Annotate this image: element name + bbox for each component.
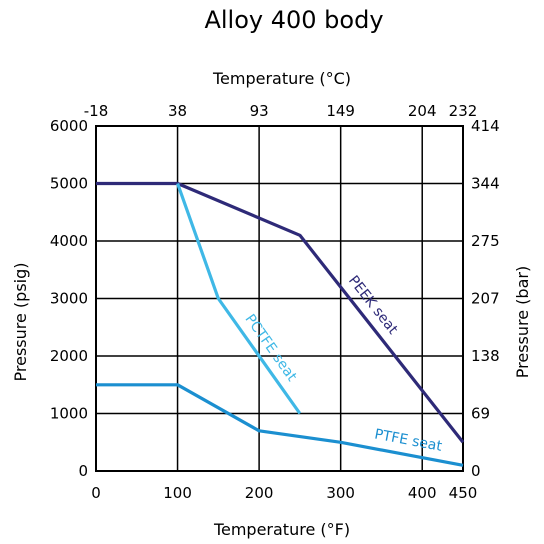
y-tick-left-3: 3000 — [50, 290, 88, 308]
x-tick-bottom-5: 450 — [449, 484, 478, 502]
series-lines — [96, 181, 465, 467]
chart-title: Alloy 400 body — [204, 6, 383, 34]
x-tick-top-4: 204 — [408, 102, 437, 120]
plot-frame — [95, 125, 464, 472]
y-tick-left-1: 1000 — [50, 405, 88, 423]
x-axis-top-title: Temperature (°C) — [212, 69, 351, 88]
y-tick-left-2: 2000 — [50, 347, 88, 365]
y-tick-right-6: 414 — [471, 117, 500, 135]
y-tick-left-6: 6000 — [50, 117, 88, 135]
y-axis-left-title: Pressure (psig) — [11, 263, 30, 382]
x-tick-top-3: 149 — [326, 102, 355, 120]
y-tick-right-2: 138 — [471, 347, 500, 365]
x-axis-bottom-title: Temperature (°F) — [213, 520, 350, 539]
x-tick-top-0: -18 — [84, 102, 109, 120]
series-line-ptfe-seat — [96, 383, 464, 467]
grid — [95, 125, 464, 472]
x-tick-bottom-0: 0 — [91, 484, 101, 502]
y-tick-left-4: 4000 — [50, 232, 88, 250]
y-tick-right-4: 275 — [471, 232, 500, 250]
y-tick-right-0: 0 — [471, 462, 481, 480]
x-tick-bottom-2: 200 — [245, 484, 274, 502]
x-tick-bottom-3: 300 — [326, 484, 355, 502]
y-tick-left-5: 5000 — [50, 175, 88, 193]
x-tick-top-1: 38 — [168, 102, 187, 120]
x-tick-top-2: 93 — [250, 102, 269, 120]
x-tick-bottom-1: 100 — [163, 484, 192, 502]
x-tick-bottom-4: 400 — [408, 484, 437, 502]
y-tick-left-0: 0 — [78, 462, 88, 480]
y-tick-right-5: 344 — [471, 175, 500, 193]
tick-labels: 0 100 200 300 400 450 -18 38 93 149 204 232 0 1000 200… — [50, 102, 500, 502]
y-tick-right-3: 207 — [471, 290, 500, 308]
y-tick-right-1: 69 — [471, 405, 490, 423]
x-tick-top-5: 232 — [449, 102, 478, 120]
series-line-peek-seat — [96, 181, 465, 444]
y-axis-right-title: Pressure (bar) — [513, 266, 532, 378]
series-line-pctfe-seat — [176, 182, 302, 415]
